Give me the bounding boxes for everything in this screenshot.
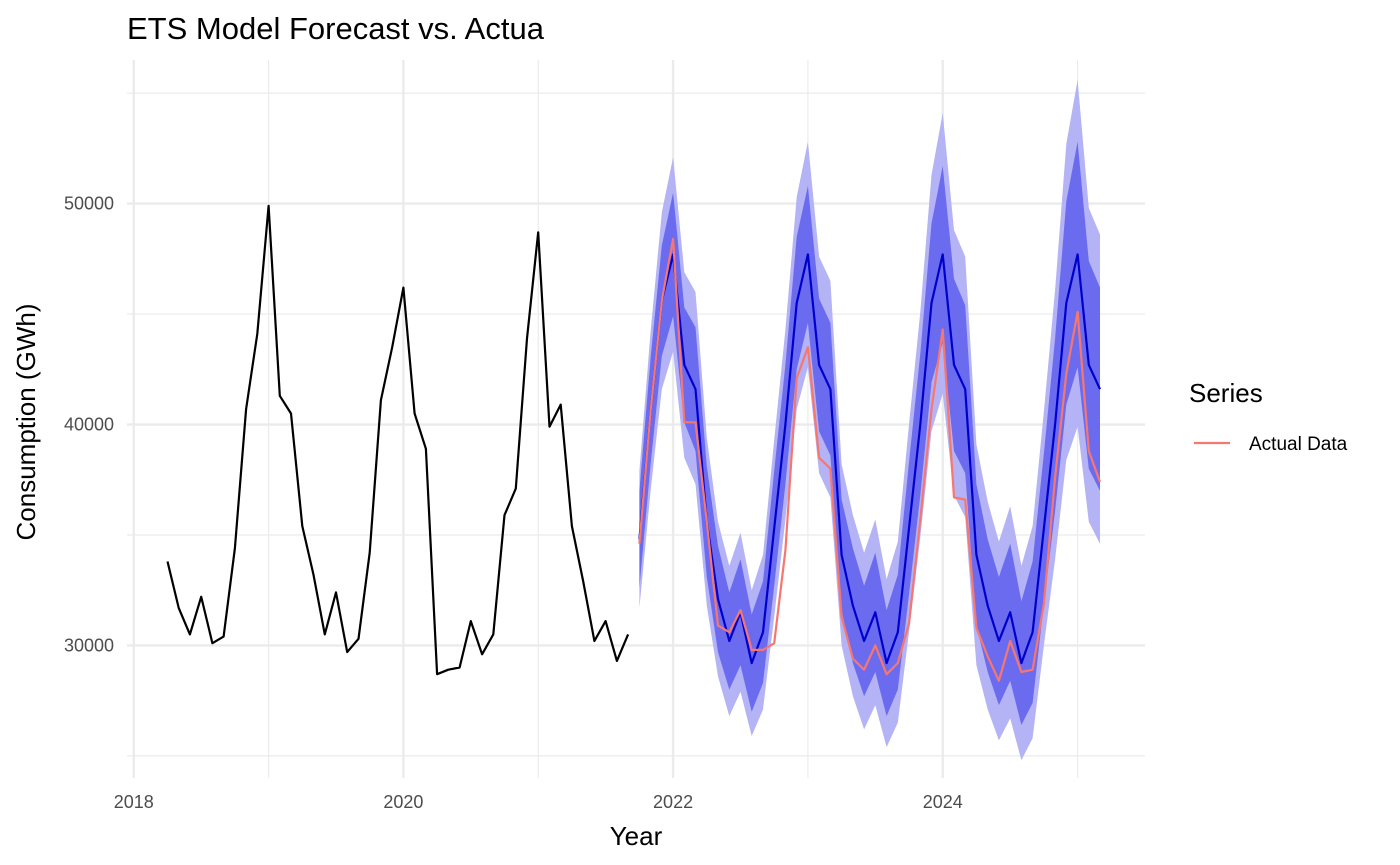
x-axis-tick-labels: 2018 2020 2022 2024	[114, 792, 963, 812]
history-series-line	[166, 204, 630, 676]
x-axis-title: Year	[610, 821, 663, 851]
y-tick-label-30000: 30000	[64, 635, 114, 655]
forecast-series-line	[638, 253, 1101, 665]
x-tick-label-2024: 2024	[923, 792, 963, 812]
y-axis-tick-labels: 30000 40000 50000	[64, 194, 114, 656]
legend-title: Series	[1189, 378, 1263, 408]
chart-title: ETS Model Forecast vs. Actua	[127, 11, 545, 46]
forecast-80-interval	[639, 141, 1100, 725]
y-axis-title: Consumption (GWh)	[11, 304, 41, 541]
x-tick-label-2018: 2018	[114, 792, 154, 812]
y-tick-label-50000: 50000	[64, 194, 114, 214]
legend-label-actual-data: Actual Data	[1249, 434, 1348, 455]
legend: Series Actual Data	[1189, 378, 1348, 455]
y-tick-label-40000: 40000	[64, 415, 114, 435]
x-tick-label-2022: 2022	[653, 792, 693, 812]
x-tick-label-2020: 2020	[383, 792, 423, 812]
actual-series-line	[638, 237, 1102, 682]
